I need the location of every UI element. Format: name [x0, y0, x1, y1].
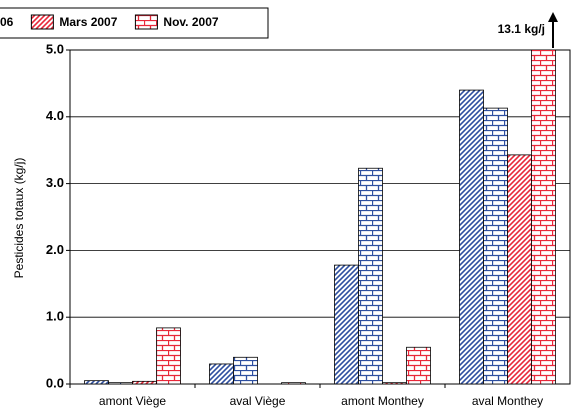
bar	[84, 380, 109, 385]
bars	[84, 50, 556, 385]
bar	[209, 363, 234, 385]
annotation: 13.1 kg/j	[498, 22, 545, 36]
bar	[108, 382, 133, 385]
bar	[531, 50, 556, 385]
bar	[507, 154, 532, 385]
y-tick-label: 1.0	[46, 309, 64, 324]
y-tick-label: 0.0	[46, 375, 64, 390]
legend-label: 06	[0, 15, 14, 29]
legend-label: Mars 2007	[59, 15, 117, 29]
legend-swatch	[134, 14, 158, 30]
bar	[459, 89, 484, 385]
bar	[382, 382, 407, 385]
x-tick-label: aval Monthey	[472, 394, 543, 408]
x-tick-label: amont Monthey	[341, 394, 424, 408]
legend-swatch	[30, 14, 54, 30]
y-axis-title: Pesticides totaux (kg/j)	[12, 158, 26, 279]
y-tick-label: 4.0	[46, 108, 64, 123]
bar	[406, 346, 431, 385]
x-tick-label: amont Viège	[99, 394, 166, 408]
bar	[334, 264, 359, 385]
bar	[156, 327, 181, 385]
bar	[483, 107, 508, 385]
y-tick-label: 2.0	[46, 242, 64, 257]
bar	[233, 356, 258, 385]
x-tick-label: aval Viège	[230, 394, 286, 408]
annotation-arrowhead	[548, 12, 558, 22]
y-tick-label: 5.0	[46, 41, 64, 56]
legend-label: Nov. 2007	[163, 15, 218, 29]
bar	[358, 167, 383, 385]
bar	[281, 382, 306, 385]
y-tick-label: 3.0	[46, 175, 64, 190]
bar	[132, 380, 157, 385]
